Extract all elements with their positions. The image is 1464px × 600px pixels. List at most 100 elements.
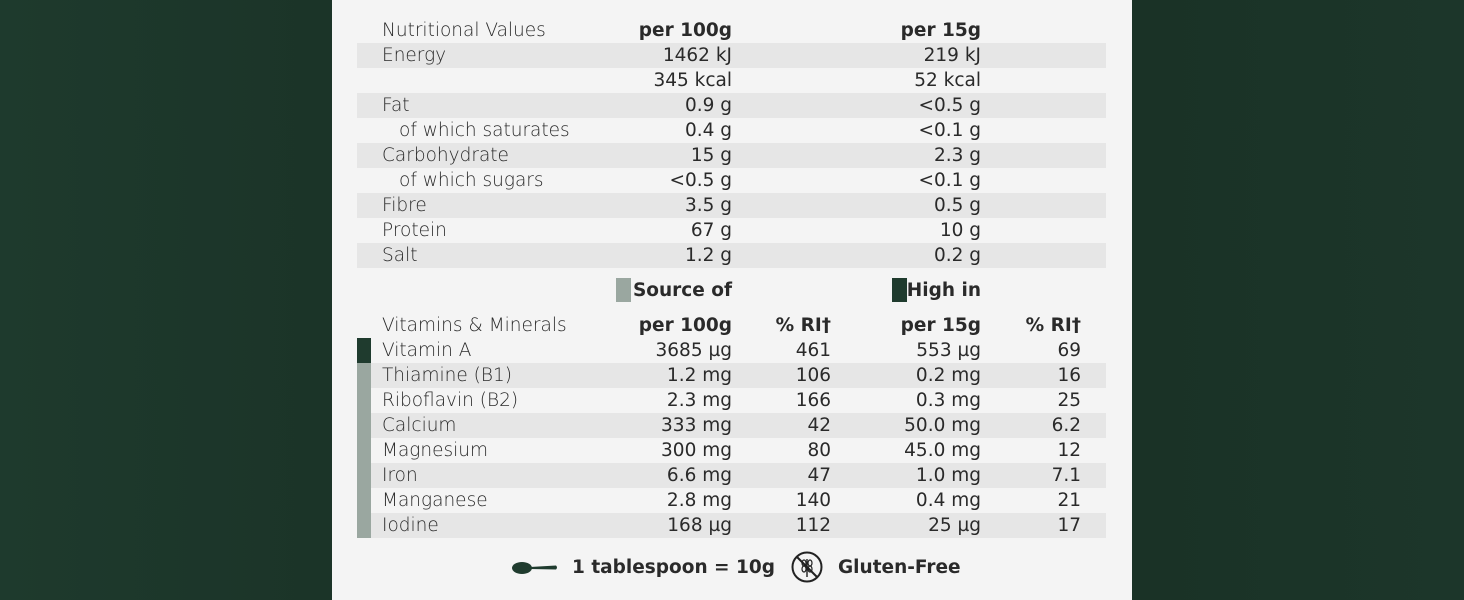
nutrient-per-serving: 0.5 g <box>933 195 981 216</box>
nutrition-header-per100: per 100g <box>638 20 732 41</box>
nutrient-label: Protein <box>382 220 447 241</box>
vitamin-ri100: 140 <box>795 490 831 511</box>
nutrition-header-per-serving: per 15g <box>900 20 981 41</box>
nutrition-panel: Nutritional Values per 100g per 15g Ener… <box>332 0 1132 600</box>
nutrient-per-serving: 2.3 g <box>933 145 981 166</box>
vitamin-per-serving: 50.0 mg <box>904 415 981 436</box>
vitamin-ri-serving: 12 <box>1057 440 1081 461</box>
nutrient-label: Fibre <box>382 195 427 216</box>
nutrient-per-serving: 0.2 g <box>933 245 981 266</box>
nutrient-per100: 0.4 g <box>684 120 732 141</box>
vitamin-row: Thiamine (B1) 1.2 mg 106 0.2 mg 16 <box>357 363 1106 388</box>
vitamin-label: Riboflavin (B2) <box>382 390 519 411</box>
vitamin-label: Manganese <box>382 490 488 511</box>
vitamin-row: Iodine 168 µg 112 25 µg 17 <box>357 513 1106 538</box>
vitamin-label: Iron <box>382 465 418 486</box>
vitamins-header-ri-serving: % RI† <box>1025 315 1081 336</box>
nutrient-label: of which sugars <box>399 170 544 191</box>
nutrition-header-row: Nutritional Values per 100g per 15g <box>357 18 1106 43</box>
vitamin-per100: 300 mg <box>661 440 732 461</box>
nutrition-row: Protein 67 g 10 g <box>357 218 1106 243</box>
source-of-marker <box>357 438 371 463</box>
legend-row: Source of High in <box>357 278 1106 303</box>
vitamin-ri-serving: 16 <box>1057 365 1081 386</box>
nutrient-per100: <0.5 g <box>669 170 732 191</box>
vitamin-ri100: 42 <box>807 415 831 436</box>
vitamin-label: Calcium <box>382 415 457 436</box>
nutrient-per-serving: 52 kcal <box>914 70 981 91</box>
nutrient-per-serving: 219 kJ <box>923 45 981 66</box>
vitamin-per-serving: 553 µg <box>916 340 981 361</box>
vitamin-row: Calcium 333 mg 42 50.0 mg 6.2 <box>357 413 1106 438</box>
vitamins-header-per100: per 100g <box>638 315 732 336</box>
nutrient-per100: 1.2 g <box>684 245 732 266</box>
vitamin-ri-serving: 25 <box>1057 390 1081 411</box>
gluten-free-label: Gluten-Free <box>838 557 961 578</box>
vitamin-per100: 6.6 mg <box>666 465 732 486</box>
vitamin-row: Iron 6.6 mg 47 1.0 mg 7.1 <box>357 463 1106 488</box>
nutrient-per100: 0.9 g <box>684 95 732 116</box>
vitamin-ri100: 166 <box>795 390 831 411</box>
gluten-free-icon <box>790 550 824 584</box>
nutrient-label: Salt <box>382 245 418 266</box>
vitamin-per100: 168 µg <box>667 515 732 536</box>
spoon-icon <box>512 559 558 577</box>
nutrition-row: Fat 0.9 g <0.5 g <box>357 93 1106 118</box>
vitamins-header-row: Vitamins & Minerals per 100g % RI† per 1… <box>357 313 1106 338</box>
nutrition-row: Fibre 3.5 g 0.5 g <box>357 193 1106 218</box>
nutrient-label: Energy <box>382 45 447 66</box>
vitamin-row: Manganese 2.8 mg 140 0.4 mg 21 <box>357 488 1106 513</box>
vitamin-label: Vitamin A <box>382 340 472 361</box>
vitamin-label: Iodine <box>382 515 439 536</box>
source-of-marker <box>357 463 371 488</box>
vitamin-ri100: 80 <box>807 440 831 461</box>
high-in-marker <box>357 338 371 363</box>
vitamin-row: Vitamin A 3685 µg 461 553 µg 69 <box>357 338 1106 363</box>
vitamin-per100: 2.8 mg <box>666 490 732 511</box>
legend-source-label: Source of <box>632 280 732 301</box>
nutrient-label: of which saturates <box>399 120 570 141</box>
nutrient-per-serving: <0.5 g <box>918 95 981 116</box>
nutrient-per100: 15 g <box>690 145 732 166</box>
source-of-marker <box>357 488 371 513</box>
nutrition-row: 345 kcal 52 kcal <box>357 68 1106 93</box>
source-of-swatch <box>616 278 631 302</box>
source-of-marker <box>357 513 371 538</box>
vitamin-ri-serving: 7.1 <box>1051 465 1081 486</box>
vitamin-row: Magnesium 300 mg 80 45.0 mg 12 <box>357 438 1106 463</box>
vitamin-ri-serving: 6.2 <box>1051 415 1081 436</box>
vitamin-per-serving: 0.2 mg <box>915 365 981 386</box>
source-of-marker <box>357 388 371 413</box>
vitamin-per100: 333 mg <box>661 415 732 436</box>
vitamin-label: Thiamine (B1) <box>382 365 512 386</box>
vitamin-ri100: 47 <box>807 465 831 486</box>
vitamin-ri-serving: 17 <box>1057 515 1081 536</box>
vitamin-per-serving: 1.0 mg <box>915 465 981 486</box>
nutrition-row: Salt 1.2 g 0.2 g <box>357 243 1106 268</box>
vitamin-label: Magnesium <box>382 440 489 461</box>
vitamin-ri-serving: 69 <box>1057 340 1081 361</box>
nutrient-label: Carbohydrate <box>382 145 509 166</box>
vitamin-ri100: 106 <box>795 365 831 386</box>
vitamin-per100: 1.2 mg <box>666 365 732 386</box>
vitamin-row: Riboflavin (B2) 2.3 mg 166 0.3 mg 25 <box>357 388 1106 413</box>
vitamin-per-serving: 45.0 mg <box>904 440 981 461</box>
vitamin-per100: 3685 µg <box>655 340 732 361</box>
vitamin-ri100: 112 <box>795 515 831 536</box>
source-of-marker <box>357 363 371 388</box>
vitamin-per100: 2.3 mg <box>666 390 732 411</box>
nutrient-per-serving: <0.1 g <box>918 170 981 191</box>
vitamins-header-label: Vitamins & Minerals <box>382 315 567 336</box>
nutrient-per-serving: <0.1 g <box>918 120 981 141</box>
tablespoon-note: 1 tablespoon = 10g <box>572 557 775 578</box>
nutrient-per100: 67 g <box>690 220 732 241</box>
high-in-swatch <box>892 278 907 302</box>
vitamin-ri100: 461 <box>795 340 831 361</box>
vitamin-per-serving: 25 µg <box>928 515 981 536</box>
nutrition-row: of which sugars <0.5 g <0.1 g <box>357 168 1106 193</box>
legend-high-label: High in <box>906 280 981 301</box>
nutrient-per100: 1462 kJ <box>662 45 732 66</box>
nutrition-row: Carbohydrate 15 g 2.3 g <box>357 143 1106 168</box>
nutrition-row: Energy 1462 kJ 219 kJ <box>357 43 1106 68</box>
nutrient-per-serving: 10 g <box>939 220 981 241</box>
